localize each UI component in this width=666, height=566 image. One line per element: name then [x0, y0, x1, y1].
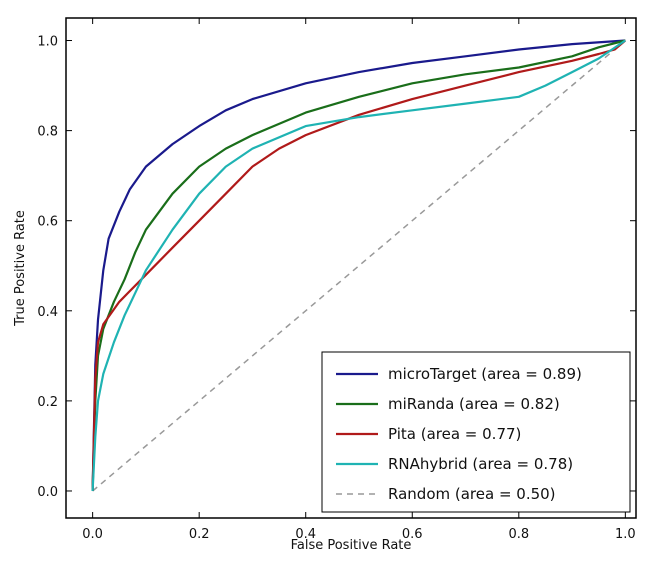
series-lines: [91, 39, 627, 492]
x-tick-label: 0.6: [402, 527, 423, 542]
y-tick-label: 1.0: [37, 35, 58, 50]
y-tick-label: 0.8: [37, 125, 58, 140]
series-line-0: [91, 39, 626, 492]
y-tick-label: 0.2: [37, 395, 58, 410]
y-tick-label: 0.6: [37, 215, 58, 230]
y-tick-label: 0.4: [37, 305, 58, 320]
x-axis-ticks: 0.0 0.2 0.4 0.6 0.8 1.0: [82, 18, 636, 542]
y-axis-label: True Positive Rate: [13, 210, 28, 327]
y-tick-label: 0.0: [37, 485, 58, 500]
x-tick-label: 1.0: [615, 527, 636, 542]
series-line-1: [91, 39, 626, 492]
legend-entry: Random (area = 0.50): [388, 485, 556, 503]
x-axis-label: False Positive Rate: [291, 538, 412, 553]
x-tick-label: 0.0: [82, 527, 103, 542]
legend-entry: miRanda (area = 0.82): [388, 395, 560, 413]
x-tick-label: 0.4: [295, 527, 316, 542]
series-line-2: [91, 39, 627, 492]
x-tick-label: 0.8: [508, 527, 529, 542]
series-line-3: [91, 39, 626, 492]
x-tick-label: 0.2: [189, 527, 210, 542]
legend-entry: RNAhybrid (area = 0.78): [388, 455, 573, 473]
legend-entry: Pita (area = 0.77): [388, 425, 521, 443]
legend-entry: microTarget (area = 0.89): [388, 365, 582, 383]
legend-box: [321, 351, 631, 513]
y-axis-ticks: 0.0 0.2 0.4 0.6 0.8 1.0: [37, 35, 636, 500]
legend: microTarget (area = 0.89) miRanda (area =…: [321, 351, 631, 513]
